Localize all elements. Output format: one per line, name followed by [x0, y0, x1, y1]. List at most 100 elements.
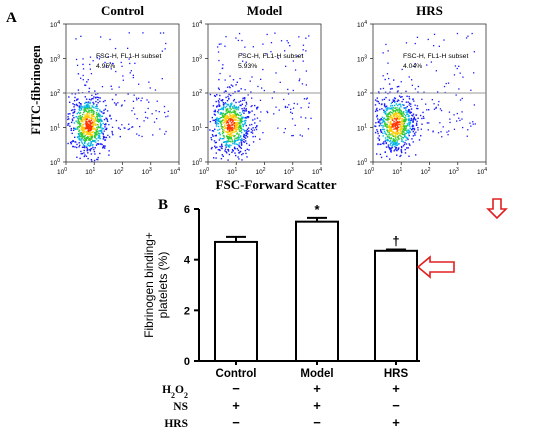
- flow-event-dot: [455, 94, 457, 96]
- flow-event-dot: [384, 106, 387, 108]
- flow-event-dot: [433, 108, 436, 110]
- flow-event-dot: [219, 122, 222, 124]
- flow-event-dot: [233, 146, 236, 148]
- flow-event-dot: [128, 32, 130, 34]
- flow-event-dot: [215, 135, 217, 137]
- flow-event-dot: [275, 72, 277, 74]
- flow-event-dot: [408, 134, 410, 137]
- flow-event-dot: [239, 151, 241, 153]
- flow-event-dot: [90, 143, 92, 145]
- flow-event-dot: [447, 134, 449, 136]
- flow-event-dot: [94, 139, 96, 142]
- flow-event-dot: [415, 114, 418, 116]
- flow-x-tick-label: 104: [477, 167, 487, 176]
- flow-event-dot: [283, 131, 285, 134]
- flow-event-dot: [214, 110, 217, 113]
- flow-event-dot: [405, 107, 407, 109]
- flow-event-dot: [389, 127, 391, 130]
- flow-event-dot: [232, 107, 234, 109]
- flow-event-dot: [222, 107, 224, 110]
- flow-event-dot: [128, 123, 130, 125]
- flow-event-dot: [246, 136, 249, 138]
- flow-event-dot: [89, 102, 91, 105]
- flow-event-dot: [228, 137, 230, 140]
- flow-event-dot: [243, 117, 246, 119]
- flow-event-dot: [214, 135, 217, 137]
- flow-event-dot: [379, 121, 381, 123]
- flow-event-dot: [222, 126, 225, 129]
- flow-event-dot: [224, 90, 227, 92]
- flow-event-dot: [386, 131, 389, 133]
- panel-b-label: B: [158, 197, 168, 213]
- flow-event-dot: [385, 115, 388, 117]
- flow-event-dot: [88, 111, 90, 113]
- flow-event-dot: [421, 123, 423, 125]
- flow-event-dot: [84, 145, 86, 148]
- flow-event-dot: [90, 115, 93, 117]
- flow-event-dot: [212, 119, 214, 122]
- flow-events: [67, 32, 169, 163]
- flow-event-dot: [462, 76, 464, 78]
- flow-event-dot: [399, 121, 401, 123]
- flow-event-dot: [89, 149, 91, 151]
- flow-event-dot: [238, 133, 240, 135]
- flow-event-dot: [235, 125, 238, 127]
- flow-event-dot: [234, 122, 237, 124]
- flow-event-dot: [233, 143, 236, 145]
- flow-event-dot: [238, 142, 240, 144]
- flow-event-dot: [86, 116, 88, 118]
- flow-event-dot: [213, 157, 215, 159]
- flow-event-dot: [400, 112, 403, 114]
- flow-event-dot: [148, 101, 150, 103]
- flow-event-dot: [402, 130, 404, 132]
- flow-x-tick-label: 100: [364, 167, 374, 176]
- flow-event-dot: [220, 125, 222, 127]
- flow-event-dot: [382, 75, 384, 77]
- flow-event-dot: [237, 123, 239, 126]
- flow-event-dot: [403, 127, 405, 129]
- flow-event-dot: [138, 134, 140, 137]
- flow-event-dot: [386, 135, 389, 137]
- flow-event-dot: [102, 146, 104, 148]
- flow-event-dot: [83, 144, 86, 147]
- flow-event-dot: [85, 137, 87, 139]
- flow-event-dot: [213, 94, 216, 97]
- flow-event-dot: [221, 67, 224, 70]
- flow-event-dot: [395, 109, 397, 111]
- flow-event-dot: [90, 120, 92, 122]
- flow-event-dot: [395, 147, 398, 149]
- flow-x-tick-label: 103: [284, 167, 294, 176]
- flow-event-dot: [240, 135, 242, 137]
- flow-event-dot: [406, 110, 408, 112]
- flow-event-dot: [97, 143, 99, 145]
- flow-event-dot: [388, 131, 390, 134]
- flow-event-dot: [99, 116, 101, 118]
- flow-event-dot: [77, 111, 80, 114]
- flow-event-dot: [374, 110, 377, 113]
- flow-event-dot: [400, 154, 402, 157]
- flow-event-dot: [101, 127, 103, 129]
- flow-event-dot: [227, 133, 229, 135]
- flow-event-dot: [79, 133, 81, 135]
- flow-event-dot: [217, 149, 220, 151]
- flow-event-dot: [232, 116, 235, 119]
- flow-event-dot: [232, 123, 234, 126]
- flow-event-dot: [221, 114, 224, 117]
- flow-event-dot: [391, 145, 393, 147]
- flow-event-dot: [72, 109, 74, 111]
- flow-event-dot: [212, 130, 215, 132]
- flow-event-dot: [227, 104, 230, 106]
- flow-event-dot: [110, 68, 112, 70]
- flow-event-dot: [240, 129, 242, 132]
- flow-event-dot: [305, 98, 308, 100]
- flow-event-dot: [242, 152, 244, 155]
- flow-event-dot: [260, 78, 262, 80]
- flow-event-dot: [231, 151, 233, 153]
- flow-event-dot: [133, 94, 135, 96]
- flow-event-dot: [243, 107, 245, 109]
- flow-event-dot: [215, 118, 217, 120]
- flow-event-dot: [70, 127, 72, 130]
- flow-event-dot: [413, 127, 415, 130]
- flow-event-dot: [396, 133, 398, 135]
- flow-event-dot: [84, 96, 86, 98]
